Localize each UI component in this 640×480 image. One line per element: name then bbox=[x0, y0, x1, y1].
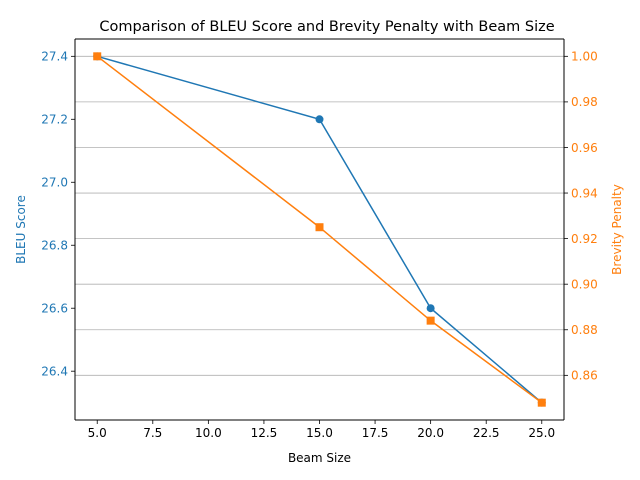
y-right-tick-label: 0.98 bbox=[571, 95, 598, 109]
x-tick-label: 15.0 bbox=[306, 426, 333, 440]
x-tick-label: 5.0 bbox=[88, 426, 107, 440]
x-tick-label: 25.0 bbox=[528, 426, 555, 440]
y-left-tick-label: 27.2 bbox=[41, 113, 68, 127]
y-right-tick-label: 0.86 bbox=[571, 369, 598, 383]
y-right-tick-label: 0.88 bbox=[571, 323, 598, 337]
y-left-tick-label: 26.8 bbox=[41, 239, 68, 253]
y-left-tick-label: 26.6 bbox=[41, 302, 68, 316]
bleu-point bbox=[426, 304, 435, 313]
brevity-point bbox=[315, 223, 324, 232]
y-right-tick-label: 1.00 bbox=[571, 50, 598, 64]
y-right-tick-label: 0.90 bbox=[571, 277, 598, 291]
brevity-point bbox=[537, 398, 546, 407]
y-axis-right: 0.86 0.88 0.90 0.92 0.94 0.96 0.98 1.00 bbox=[564, 50, 598, 383]
x-tick-label: 20.0 bbox=[417, 426, 444, 440]
y-axis-left: 26.4 26.6 26.8 27.0 27.2 27.4 bbox=[41, 50, 75, 378]
y-right-tick-label: 0.92 bbox=[571, 232, 598, 246]
y-left-tick-label: 27.4 bbox=[41, 50, 68, 64]
series-layer bbox=[93, 52, 546, 407]
x-axis: 5.0 7.5 10.0 12.5 15.0 17.5 20.0 22.5 25.0 bbox=[88, 420, 555, 440]
brevity-series-line bbox=[96, 55, 543, 404]
y-right-tick-label: 0.96 bbox=[571, 141, 598, 155]
brevity-point bbox=[426, 316, 435, 325]
chart-title: Comparison of BLEU Score and Brevity Pen… bbox=[99, 19, 554, 35]
y-axis-right-label: Brevity Penalty bbox=[610, 184, 624, 275]
x-axis-label: Beam Size bbox=[288, 451, 351, 465]
x-tick-label: 17.5 bbox=[362, 426, 389, 440]
bleu-series-line bbox=[97, 55, 543, 404]
bleu-point bbox=[315, 115, 324, 124]
x-tick-label: 7.5 bbox=[143, 426, 162, 440]
x-tick-label: 22.5 bbox=[473, 426, 500, 440]
y-left-tick-label: 27.0 bbox=[41, 176, 68, 190]
x-tick-label: 10.0 bbox=[195, 426, 222, 440]
y-right-tick-label: 0.94 bbox=[571, 186, 598, 200]
x-tick-label: 12.5 bbox=[251, 426, 278, 440]
brevity-point bbox=[93, 52, 102, 61]
y-left-tick-label: 26.4 bbox=[41, 364, 68, 378]
y-axis-left-label: BLEU Score bbox=[14, 195, 28, 264]
gridlines bbox=[75, 55, 564, 376]
